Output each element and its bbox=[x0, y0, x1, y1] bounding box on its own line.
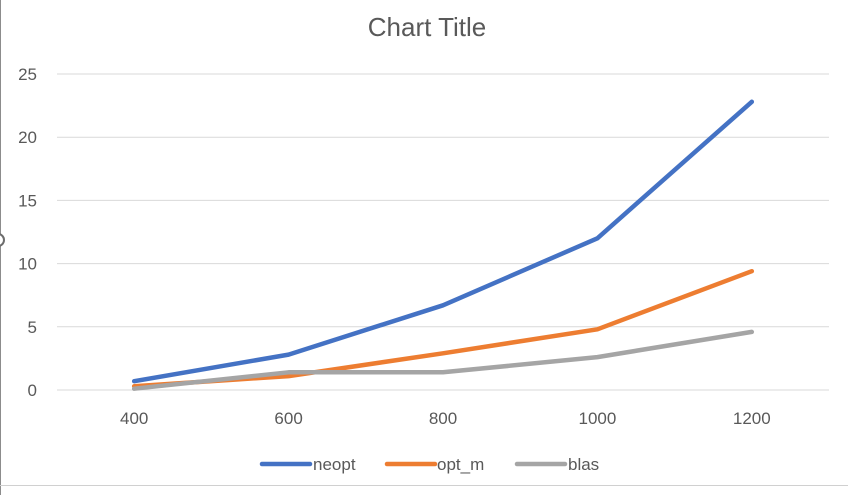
x-tick-label: 800 bbox=[429, 409, 457, 428]
y-tick-label: 5 bbox=[28, 318, 37, 337]
legend-label-opt_m: opt_m bbox=[437, 455, 484, 474]
chart-frame-bottom-edge bbox=[0, 485, 848, 486]
y-tick-label: 15 bbox=[18, 191, 37, 210]
legend-label-blas: blas bbox=[568, 455, 599, 474]
series-line-blas bbox=[131, 329, 755, 391]
series-line-opt_m bbox=[131, 268, 755, 389]
x-tick-label: 400 bbox=[120, 409, 148, 428]
chart-frame-left-edge bbox=[0, 0, 1, 495]
y-tick-label: 10 bbox=[18, 255, 37, 274]
gridlines bbox=[57, 73, 829, 391]
x-axis-tick-labels: 400 600 800 1000 1200 bbox=[120, 409, 771, 428]
series-line-neopt bbox=[131, 99, 755, 384]
series-lines bbox=[131, 99, 755, 391]
x-tick-label: 600 bbox=[274, 409, 302, 428]
legend: neopt opt_m blas bbox=[259, 455, 599, 474]
y-tick-label: 0 bbox=[28, 381, 37, 400]
legend-label-neopt: neopt bbox=[313, 455, 356, 474]
chart-title: Chart Title bbox=[368, 12, 487, 42]
x-tick-label: 1000 bbox=[578, 409, 616, 428]
y-axis-tick-labels: 0 5 10 15 20 25 bbox=[18, 65, 37, 400]
x-tick-label: 1200 bbox=[733, 409, 771, 428]
y-tick-label: 20 bbox=[18, 128, 37, 147]
y-tick-label: 25 bbox=[18, 65, 37, 84]
